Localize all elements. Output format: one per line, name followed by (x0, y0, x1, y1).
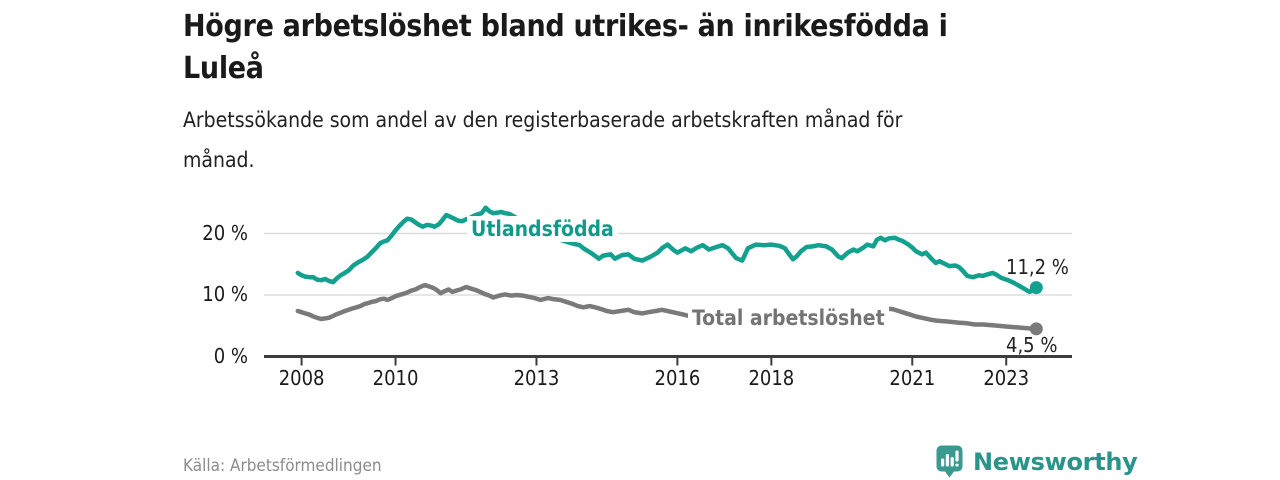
y-axis-label: 20 % (202, 220, 248, 245)
y-axis-label: 0 % (213, 343, 248, 368)
page-title-line2: Luleå (183, 51, 264, 86)
y-axis-label: 10 % (202, 282, 248, 306)
page-title-line1: Högre arbetslöshet bland utrikes- än inr… (183, 9, 948, 44)
page-subtitle-line2: månad. (183, 148, 255, 172)
page-subtitle: Arbetssökande som andel av den registerb… (183, 100, 1223, 180)
x-axis-label: 2016 (654, 366, 701, 390)
x-axis-label: 2021 (889, 366, 936, 390)
series-label-utlandsfodda: Utlandsfödda (467, 216, 618, 242)
bar-chart-exclamation-pin-icon (936, 445, 963, 478)
end-value-label-total: 4,5 % (1006, 333, 1058, 357)
page-title: Högre arbetslöshet bland utrikes- än inr… (183, 6, 1223, 90)
series-line-0 (295, 205, 1039, 295)
series-line-1 (295, 282, 1039, 332)
x-axis-label: 2010 (372, 366, 419, 390)
x-axis-label: 2013 (513, 366, 560, 390)
source-attribution: Källa: Arbetsförmedlingen (183, 456, 382, 476)
x-axis-label: 2018 (748, 366, 795, 390)
page-subtitle-line1: Arbetssökande som andel av den registerb… (183, 108, 903, 132)
series-end-dot-0 (1029, 281, 1043, 295)
end-value-label-utlandsfodda: 11,2 % (1006, 255, 1069, 279)
x-axis-label: 2008 (278, 366, 325, 390)
brand-name: Newsworthy (973, 448, 1138, 476)
x-axis-label: 2023 (983, 366, 1030, 390)
series-label-total-arbetsloshet: Total arbetslöshet (688, 305, 889, 331)
newsworthy-logo[interactable]: Newsworthy (936, 445, 1138, 479)
